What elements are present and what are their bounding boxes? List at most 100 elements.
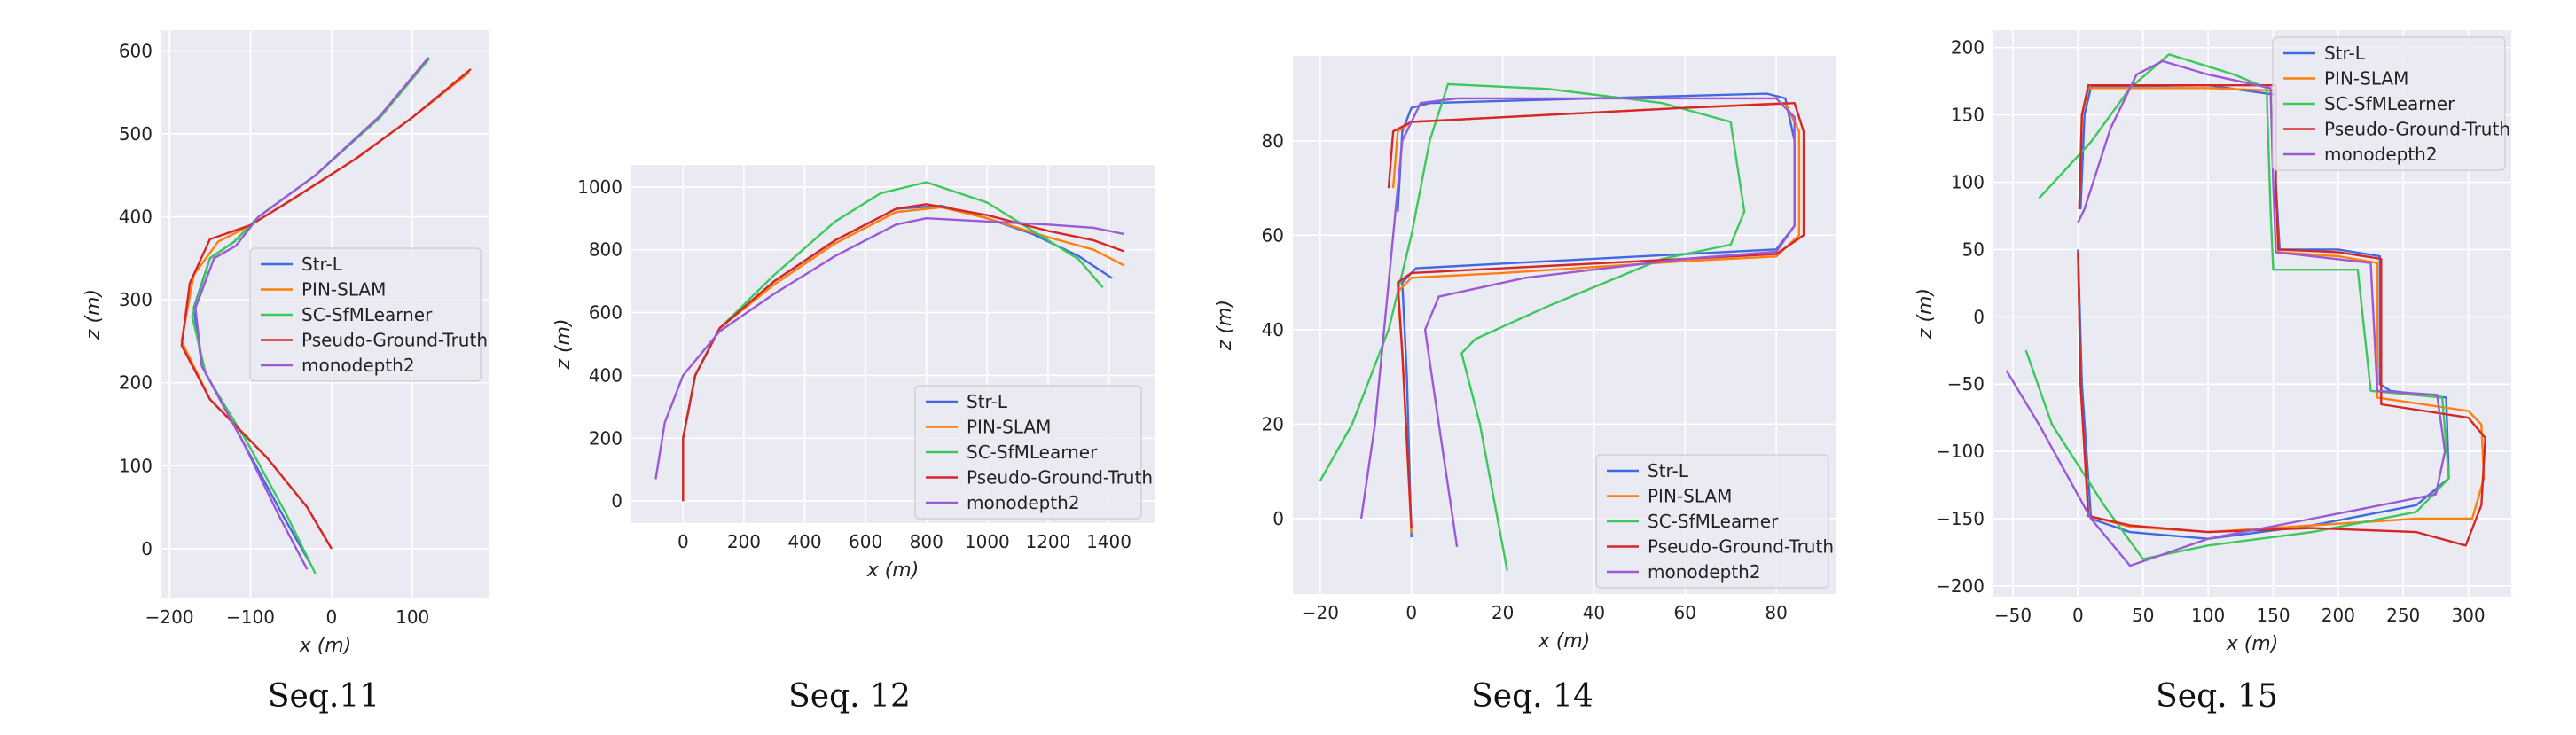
y-tick-label: 100 bbox=[1951, 172, 1985, 193]
x-tick-label: 1000 bbox=[965, 531, 1010, 552]
legend-label: monodepth2 bbox=[301, 355, 415, 376]
legend-label: Str-L bbox=[967, 391, 1008, 412]
y-tick-label: 400 bbox=[589, 364, 622, 386]
legend-label: PIN-SLAM bbox=[1648, 486, 1732, 507]
x-tick-label: 150 bbox=[2256, 605, 2290, 626]
series-line-monodepth2 bbox=[654, 217, 1124, 480]
y-tick-label: 0 bbox=[1973, 306, 1985, 327]
y-tick-label: 400 bbox=[119, 207, 153, 228]
legend: Str-L PIN-SLAM SC-SfMLearner Pseudo-Ground-… bbox=[1595, 454, 1834, 589]
y-tick-label: 600 bbox=[589, 302, 622, 324]
legend-label: monodepth2 bbox=[967, 492, 1080, 513]
x-tick-label: 600 bbox=[849, 531, 882, 552]
y-tick-label: 0 bbox=[141, 538, 153, 559]
series-line-pseudo-ground-truth bbox=[2077, 84, 2486, 547]
legend-label: Str-L bbox=[301, 254, 343, 275]
x-tick-label: 40 bbox=[1583, 602, 1605, 623]
series-line-monodepth2 bbox=[1359, 97, 1796, 547]
legend: Str-L PIN-SLAM SC-SfMLearner Pseudo-Ground-… bbox=[249, 247, 488, 382]
x-tick-label: 1200 bbox=[1025, 531, 1070, 552]
y-tick-label: 500 bbox=[119, 123, 153, 145]
chart-panel-2: 0 200 400 600 800 1000 1200 1400 0 200 400 600 800 10… bbox=[552, 165, 1155, 715]
x-tick-label: 0 bbox=[1405, 602, 1417, 623]
panel-caption: Seq. 15 bbox=[2156, 678, 2278, 715]
y-tick-label: −150 bbox=[1936, 508, 1985, 529]
x-tick-label: 250 bbox=[2386, 605, 2420, 626]
x-axis-label: x (m) bbox=[866, 559, 920, 582]
legend-label: PIN-SLAM bbox=[2324, 68, 2408, 90]
y-tick-label: 100 bbox=[119, 455, 153, 476]
y-tick-label: 150 bbox=[1951, 105, 1985, 126]
x-axis-label: x (m) bbox=[299, 635, 352, 657]
y-tick-label: 60 bbox=[1262, 224, 1284, 246]
y-tick-label: −200 bbox=[1936, 575, 1985, 597]
x-tick-label: 100 bbox=[2191, 605, 2225, 626]
x-tick-label: 300 bbox=[2451, 605, 2485, 626]
y-axis-label: z (m) bbox=[1914, 288, 1937, 340]
x-tick-label: 50 bbox=[2132, 605, 2154, 626]
y-tick-label: 300 bbox=[119, 289, 153, 310]
series-line-pseudo-ground-truth bbox=[180, 68, 472, 550]
y-tick-label: −50 bbox=[1947, 373, 1985, 395]
x-axis-label: x (m) bbox=[2226, 633, 2279, 655]
x-tick-label: −200 bbox=[145, 606, 194, 628]
x-axis-label: x (m) bbox=[1538, 630, 1591, 653]
legend-label: SC-SfMLearner bbox=[301, 304, 433, 325]
x-tick-label: 200 bbox=[2322, 605, 2355, 626]
x-tick-label: 100 bbox=[395, 606, 429, 628]
y-axis-label: z (m) bbox=[552, 318, 575, 370]
x-tick-label: −100 bbox=[226, 606, 275, 628]
x-tick-label: 400 bbox=[787, 531, 821, 552]
series-line-pseudo-ground-truth bbox=[682, 203, 1125, 502]
legend-label: Pseudo-Ground-Truth bbox=[1648, 536, 1834, 558]
legend-frame bbox=[249, 247, 482, 382]
x-tick-label: 0 bbox=[2072, 605, 2084, 626]
series-line-sc-sfmlearner bbox=[1319, 82, 1746, 571]
y-tick-label: 800 bbox=[589, 239, 622, 261]
panel-caption: Seq. 12 bbox=[788, 678, 911, 715]
series-line-monodepth2 bbox=[194, 59, 428, 570]
y-axis-label: z (m) bbox=[1214, 300, 1236, 351]
legend-label: SC-SfMLearner bbox=[2324, 93, 2455, 114]
legend: Str-L PIN-SLAM SC-SfMLearner Pseudo-Ground-… bbox=[914, 385, 1153, 520]
legend-label: PIN-SLAM bbox=[967, 417, 1051, 438]
y-tick-label: 200 bbox=[119, 372, 153, 394]
y-tick-label: 1000 bbox=[577, 176, 622, 198]
y-tick-label: 0 bbox=[611, 490, 622, 512]
chart-panel-3: −20 0 20 40 60 80 0 20 40 60 80 x (m) z (m) Str-L PIN-… bbox=[1214, 56, 1836, 715]
y-tick-label: 200 bbox=[1951, 37, 1985, 59]
y-tick-label: 50 bbox=[1962, 238, 1985, 260]
legend-label: Pseudo-Ground-Truth bbox=[301, 330, 488, 351]
y-axis-label: z (m) bbox=[82, 289, 105, 340]
x-tick-label: −20 bbox=[1302, 602, 1339, 623]
legend-label: SC-SfMLearner bbox=[1648, 511, 1779, 532]
legend-label: Pseudo-Ground-Truth bbox=[2324, 119, 2510, 140]
y-tick-label: 0 bbox=[1272, 508, 1284, 529]
panel-caption: Seq. 14 bbox=[1471, 678, 1593, 715]
y-tick-label: 80 bbox=[1262, 130, 1284, 152]
y-tick-label: −100 bbox=[1936, 441, 1985, 462]
x-tick-label: 20 bbox=[1492, 602, 1514, 623]
legend-label: Str-L bbox=[2324, 43, 2366, 64]
chart-panel-4: −50 0 50 100 150 200 250 300 −200 −150 −100 −50 0 50 1… bbox=[1914, 30, 2511, 715]
series-line-sc-sfmlearner bbox=[2024, 53, 2450, 560]
legend-frame bbox=[2272, 36, 2506, 171]
legend: Str-L PIN-SLAM SC-SfMLearner Pseudo-Ground-… bbox=[2272, 36, 2510, 171]
legend-label: SC-SfMLearner bbox=[967, 442, 1098, 463]
panel-caption: Seq.11 bbox=[268, 678, 380, 715]
x-tick-label: 1400 bbox=[1086, 531, 1131, 552]
x-tick-label: 0 bbox=[325, 606, 337, 628]
series-line-pseudo-ground-truth bbox=[1387, 102, 1805, 528]
legend-label: monodepth2 bbox=[1648, 561, 1761, 583]
x-tick-label: 60 bbox=[1674, 602, 1696, 623]
legend-label: Str-L bbox=[1648, 460, 1689, 481]
y-tick-label: 200 bbox=[589, 427, 622, 449]
x-tick-label: 200 bbox=[727, 531, 761, 552]
y-tick-label: 40 bbox=[1262, 319, 1284, 340]
series-line-str-l bbox=[2077, 84, 2450, 540]
legend-frame bbox=[914, 385, 1142, 520]
chart-panel-1: −200 −100 0 100 0 100 200 300 400 500 600 x (m) z (m… bbox=[82, 30, 489, 715]
legend-label: PIN-SLAM bbox=[301, 279, 386, 301]
legend-label: monodepth2 bbox=[2324, 144, 2438, 165]
